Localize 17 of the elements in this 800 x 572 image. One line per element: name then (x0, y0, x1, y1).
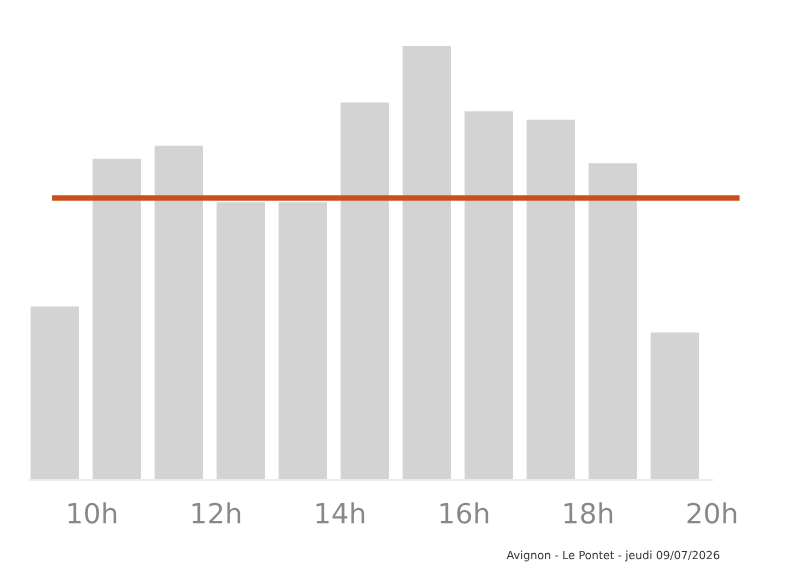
bar (154, 145, 203, 480)
bar (30, 306, 79, 480)
x-tick-label: 16h (440, 502, 489, 524)
x-tick-label: 14h (316, 502, 365, 524)
x-tick-label: 18h (564, 502, 613, 524)
bar (340, 102, 389, 480)
bar (278, 202, 327, 480)
bar (526, 119, 575, 480)
x-tick-label: 20h (687, 502, 737, 524)
bar (216, 202, 265, 480)
bar (464, 111, 513, 480)
bar (650, 332, 699, 480)
bar (92, 158, 141, 480)
x-tick-label: 12h (192, 502, 241, 524)
bar (588, 163, 637, 480)
bar (402, 46, 451, 480)
x-tick-label: 10h (68, 502, 117, 524)
